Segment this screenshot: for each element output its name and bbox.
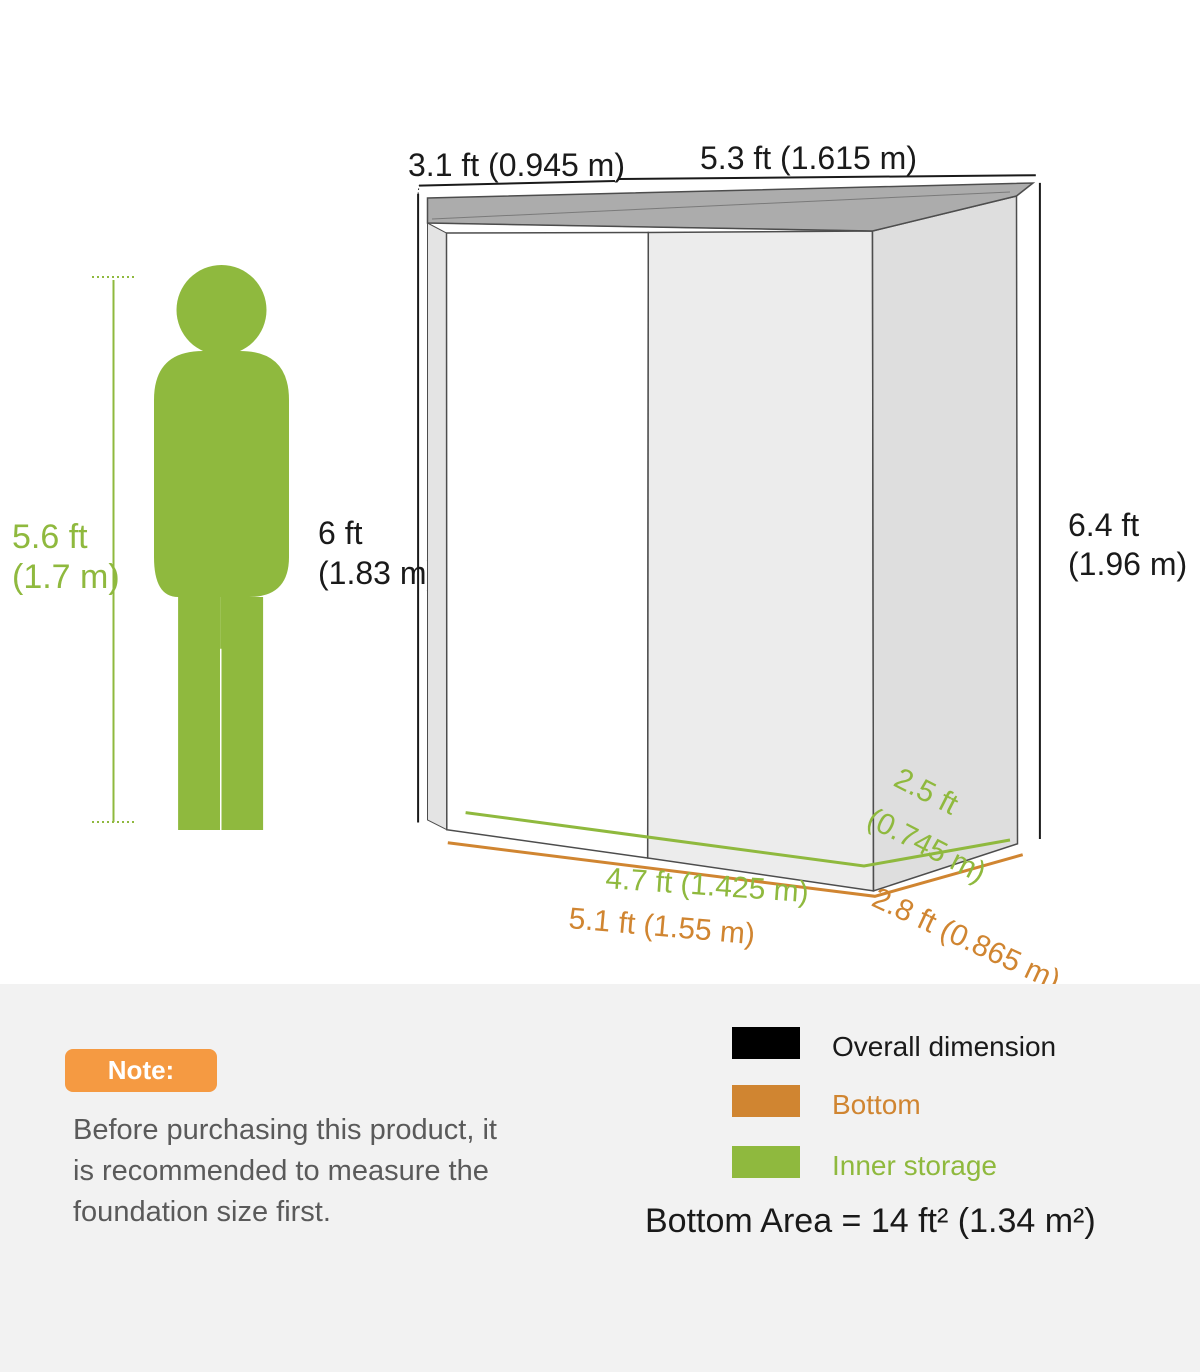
svg-text:5.3 ft (1.615 m): 5.3 ft (1.615 m) <box>700 140 917 176</box>
svg-text:5.6 ft: 5.6 ft <box>12 518 88 556</box>
svg-text:6.4 ft: 6.4 ft <box>1068 507 1139 543</box>
svg-text:(1.96 m): (1.96 m) <box>1068 546 1187 582</box>
svg-text:2.8 ft (0.865 m): 2.8 ft (0.865 m) <box>867 881 1065 984</box>
svg-text:(1.83 m): (1.83 m) <box>318 555 437 591</box>
svg-text:(1.7 m): (1.7 m) <box>12 558 120 596</box>
svg-text:3.1 ft (0.945 m): 3.1 ft (0.945 m) <box>408 147 625 183</box>
svg-text:5.1 ft (1.55 m): 5.1 ft (1.55 m) <box>567 902 756 951</box>
svg-text:6 ft: 6 ft <box>318 515 363 551</box>
